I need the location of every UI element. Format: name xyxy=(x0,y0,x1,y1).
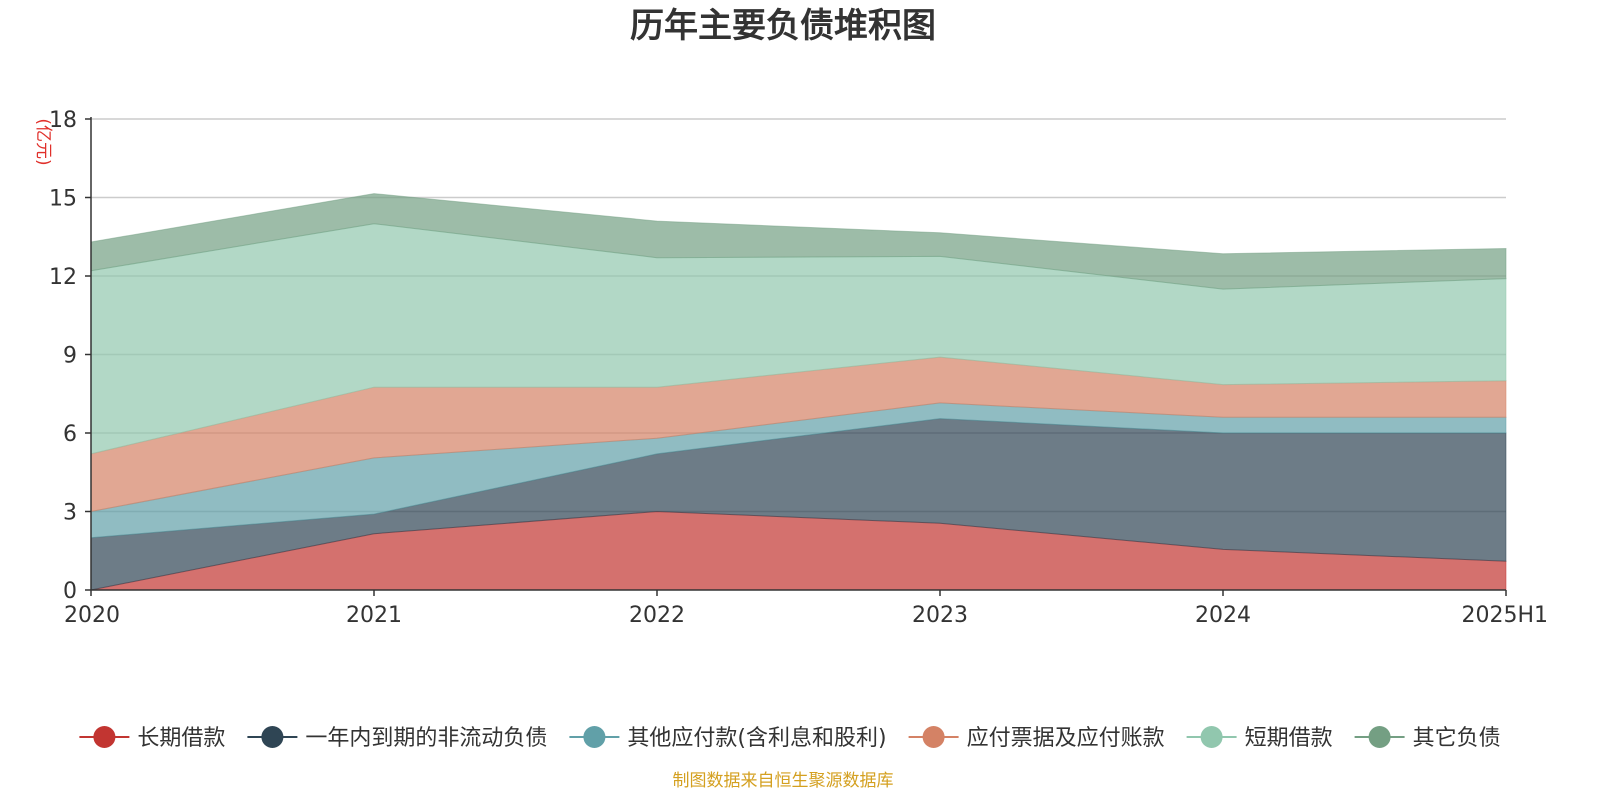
y-tick-label: 15 xyxy=(49,187,77,212)
legend-label: 一年内到期的非流动负债 xyxy=(305,726,547,751)
legend-marker xyxy=(583,726,606,748)
y-tick-label: 12 xyxy=(49,265,77,290)
y-tick-label: 6 xyxy=(63,422,77,447)
axes: 0 3 6 9 12 15 18 2020 2021 2022 2023 2024 2025H1 xyxy=(49,108,1548,628)
x-tick-label: 2023 xyxy=(912,603,968,628)
area-其它负债 xyxy=(90,193,1507,290)
legend-marker xyxy=(261,726,284,748)
x-tick-label: 2022 xyxy=(629,603,685,628)
legend-marker xyxy=(1368,726,1391,748)
y-tick-label: 0 xyxy=(63,579,77,604)
y-tick-label: 18 xyxy=(49,108,77,133)
y-tick-label: 3 xyxy=(63,501,77,526)
x-tick-label: 2024 xyxy=(1195,603,1251,628)
legend-marker xyxy=(93,726,116,748)
legend-label: 短期借款 xyxy=(1245,726,1333,751)
chart-title: 历年主要负债堆积图 xyxy=(630,6,936,46)
legend-item: 应付票据及应付账款 xyxy=(908,726,1165,751)
legend-item: 其它负债 xyxy=(1354,726,1501,751)
legend-marker xyxy=(922,726,945,748)
legend-item: 一年内到期的非流动负债 xyxy=(247,726,547,751)
x-tick-label: 2020 xyxy=(64,603,120,628)
legend-label: 长期借款 xyxy=(137,726,225,751)
legend-label: 应付票据及应付账款 xyxy=(967,726,1165,751)
legend-item: 短期借款 xyxy=(1186,726,1333,751)
x-tick-label: 2021 xyxy=(346,603,402,628)
legend: 长期借款 一年内到期的非流动负债 其他应付款(含利息和股利) 应付票据及应付账款 短期借… xyxy=(79,726,1501,751)
legend-item: 长期借款 xyxy=(79,726,225,751)
x-tick-label: 2025H1 xyxy=(1461,603,1548,628)
source-note: 制图数据来自恒生聚源数据库 xyxy=(673,771,894,791)
legend-item: 其他应付款(含利息和股利) xyxy=(569,726,887,751)
legend-marker xyxy=(1200,726,1223,748)
area-series xyxy=(90,193,1507,591)
legend-label: 其他应付款(含利息和股利) xyxy=(627,726,886,751)
y-axis-unit-label: (亿元) xyxy=(33,118,53,165)
y-tick-label: 9 xyxy=(63,344,77,369)
legend-label: 其它负债 xyxy=(1413,726,1501,751)
